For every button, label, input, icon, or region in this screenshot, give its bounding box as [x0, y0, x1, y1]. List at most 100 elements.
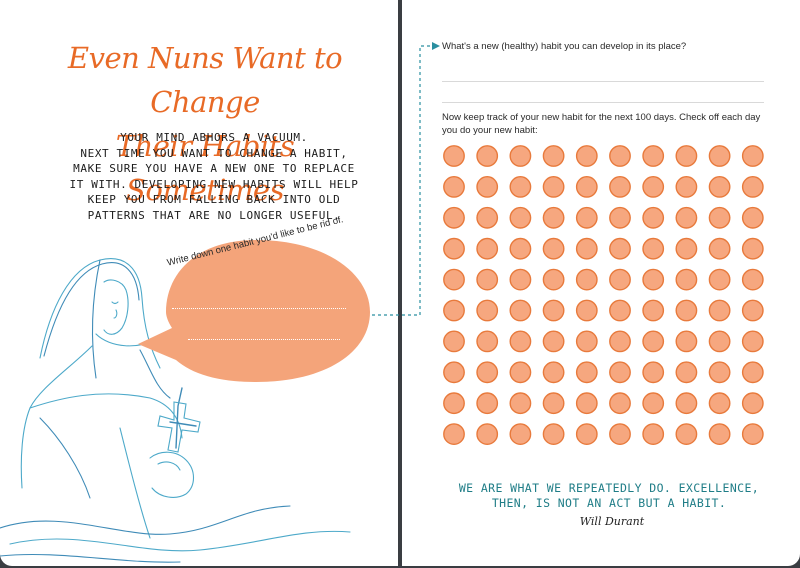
- tracker-day-circle[interactable]: [675, 237, 698, 260]
- tracker-day-circle[interactable]: [675, 299, 698, 322]
- tracker-day-circle[interactable]: [509, 392, 532, 415]
- tracker-day-circle[interactable]: [708, 268, 731, 291]
- tracker-day-circle[interactable]: [476, 237, 499, 260]
- tracker-day-circle[interactable]: [443, 175, 465, 198]
- tracker-day-circle[interactable]: [675, 423, 698, 445]
- tracker-day-circle[interactable]: [542, 423, 565, 445]
- tracker-day-circle[interactable]: [741, 330, 764, 353]
- tracker-day-circle[interactable]: [476, 145, 499, 167]
- tracker-day-circle[interactable]: [609, 330, 631, 353]
- tracker-day-circle[interactable]: [575, 237, 598, 260]
- tracker-day-circle[interactable]: [509, 145, 532, 167]
- tracker-day-circle[interactable]: [575, 299, 598, 322]
- tracker-day-circle[interactable]: [575, 268, 598, 291]
- tracker-day-circle[interactable]: [443, 299, 465, 322]
- tracker-day-circle[interactable]: [708, 392, 731, 415]
- tracker-day-circle[interactable]: [609, 299, 631, 322]
- tracker-day-circle[interactable]: [575, 145, 598, 167]
- tracker-day-circle[interactable]: [708, 206, 731, 229]
- tracker-day-circle[interactable]: [443, 268, 465, 291]
- tracker-day-circle[interactable]: [542, 330, 565, 353]
- tracker-day-circle[interactable]: [575, 330, 598, 353]
- tracker-day-circle[interactable]: [476, 175, 499, 198]
- tracker-day-circle[interactable]: [642, 330, 665, 353]
- tracker-day-circle[interactable]: [675, 392, 698, 415]
- tracker-day-circle[interactable]: [642, 268, 665, 291]
- tracker-day-circle[interactable]: [542, 268, 565, 291]
- tracker-day-circle[interactable]: [609, 423, 631, 445]
- tracker-day-circle[interactable]: [542, 392, 565, 415]
- tracker-day-circle[interactable]: [642, 145, 665, 167]
- tracker-day-circle[interactable]: [509, 237, 532, 260]
- tracker-day-circle[interactable]: [609, 206, 631, 229]
- answer-line-1[interactable]: [172, 308, 346, 309]
- tracker-day-circle[interactable]: [741, 268, 764, 291]
- tracker-day-circle[interactable]: [675, 206, 698, 229]
- tracker-day-circle[interactable]: [741, 206, 764, 229]
- tracker-day-circle[interactable]: [575, 361, 598, 384]
- tracker-day-circle[interactable]: [609, 145, 631, 167]
- tracker-day-circle[interactable]: [609, 268, 631, 291]
- tracker-day-circle[interactable]: [708, 423, 731, 445]
- tracker-day-circle[interactable]: [542, 299, 565, 322]
- tracker-day-circle[interactable]: [443, 361, 465, 384]
- tracker-day-circle[interactable]: [675, 268, 698, 291]
- tracker-day-circle[interactable]: [675, 145, 698, 167]
- tracker-day-circle[interactable]: [443, 392, 465, 415]
- tracker-day-circle[interactable]: [609, 175, 631, 198]
- tracker-day-circle[interactable]: [443, 206, 465, 229]
- tracker-day-circle[interactable]: [741, 392, 764, 415]
- tracker-day-circle[interactable]: [708, 175, 731, 198]
- tracker-day-circle[interactable]: [642, 392, 665, 415]
- tracker-day-circle[interactable]: [509, 423, 532, 445]
- tracker-day-circle[interactable]: [542, 145, 565, 167]
- tracker-day-circle[interactable]: [575, 175, 598, 198]
- tracker-day-circle[interactable]: [443, 423, 465, 445]
- tracker-day-circle[interactable]: [542, 206, 565, 229]
- tracker-day-circle[interactable]: [443, 237, 465, 260]
- tracker-day-circle[interactable]: [609, 237, 631, 260]
- tracker-day-circle[interactable]: [741, 423, 764, 445]
- tracker-day-circle[interactable]: [509, 175, 532, 198]
- tracker-day-circle[interactable]: [642, 361, 665, 384]
- answer-line-2[interactable]: [188, 339, 340, 340]
- tracker-day-circle[interactable]: [708, 361, 731, 384]
- tracker-day-circle[interactable]: [509, 206, 532, 229]
- tracker-day-circle[interactable]: [509, 330, 532, 353]
- tracker-day-circle[interactable]: [642, 299, 665, 322]
- tracker-day-circle[interactable]: [476, 206, 499, 229]
- tracker-day-circle[interactable]: [443, 145, 465, 167]
- tracker-day-circle[interactable]: [708, 145, 731, 167]
- tracker-day-circle[interactable]: [542, 237, 565, 260]
- tracker-day-circle[interactable]: [476, 330, 499, 353]
- tracker-day-circle[interactable]: [741, 361, 764, 384]
- tracker-day-circle[interactable]: [609, 392, 631, 415]
- tracker-day-circle[interactable]: [642, 175, 665, 198]
- tracker-day-circle[interactable]: [575, 206, 598, 229]
- answer-line[interactable]: [442, 102, 764, 103]
- tracker-day-circle[interactable]: [675, 330, 698, 353]
- tracker-day-circle[interactable]: [675, 175, 698, 198]
- tracker-day-circle[interactable]: [476, 392, 499, 415]
- tracker-day-circle[interactable]: [575, 392, 598, 415]
- tracker-day-circle[interactable]: [741, 237, 764, 260]
- tracker-day-circle[interactable]: [741, 299, 764, 322]
- tracker-day-circle[interactable]: [741, 145, 764, 167]
- tracker-day-circle[interactable]: [542, 175, 565, 198]
- tracker-day-circle[interactable]: [741, 175, 764, 198]
- tracker-day-circle[interactable]: [642, 206, 665, 229]
- answer-line[interactable]: [442, 81, 764, 82]
- tracker-day-circle[interactable]: [575, 423, 598, 445]
- tracker-day-circle[interactable]: [542, 361, 565, 384]
- tracker-day-circle[interactable]: [708, 299, 731, 322]
- tracker-day-circle[interactable]: [476, 268, 499, 291]
- tracker-day-circle[interactable]: [609, 361, 631, 384]
- tracker-day-circle[interactable]: [476, 361, 499, 384]
- tracker-day-circle[interactable]: [708, 237, 731, 260]
- tracker-day-circle[interactable]: [642, 423, 665, 445]
- tracker-day-circle[interactable]: [708, 330, 731, 353]
- tracker-day-circle[interactable]: [476, 423, 499, 445]
- tracker-day-circle[interactable]: [509, 268, 532, 291]
- tracker-day-circle[interactable]: [675, 361, 698, 384]
- tracker-day-circle[interactable]: [443, 330, 465, 353]
